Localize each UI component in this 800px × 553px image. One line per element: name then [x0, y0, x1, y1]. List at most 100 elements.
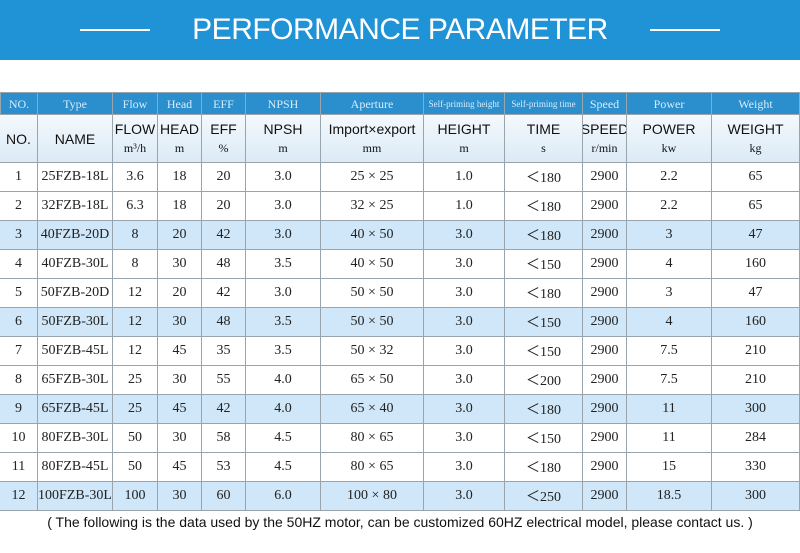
cell: 80FZB-30L — [38, 424, 113, 453]
cell: 30 — [158, 308, 202, 337]
header-cell: SPEED r/min — [583, 115, 627, 163]
cell: 50FZB-20D — [38, 279, 113, 308]
cell: 7.5 — [627, 366, 712, 395]
cell: 2 — [0, 192, 38, 221]
cell: 65FZB-30L — [38, 366, 113, 395]
header-top-cell: EFF — [202, 92, 246, 115]
cell: 12 — [113, 279, 158, 308]
cell: 2900 — [583, 221, 627, 250]
cell: 65 — [712, 163, 800, 192]
cell: 55 — [202, 366, 246, 395]
cell: 210 — [712, 366, 800, 395]
header-top-cell: Self-priming time — [505, 92, 583, 115]
header-top-cell: Aperture — [321, 92, 424, 115]
cell: 60 — [202, 482, 246, 511]
cell: ＜150 — [505, 337, 583, 366]
cell: 45 — [158, 337, 202, 366]
title: PERFORMANCE PARAMETER — [192, 13, 608, 46]
cell: 3.0 — [246, 221, 321, 250]
cell: 11 — [627, 424, 712, 453]
cell: 48 — [202, 250, 246, 279]
header-top-cell: Speed — [583, 92, 627, 115]
cell: 80 × 65 — [321, 424, 424, 453]
cell: 2900 — [583, 453, 627, 482]
cell: ＜200 — [505, 366, 583, 395]
header-cell: NPSH m — [246, 115, 321, 163]
header-name: NO. — [6, 130, 31, 147]
cell: 50 — [113, 453, 158, 482]
cell: 4.0 — [246, 366, 321, 395]
cell: 50 × 32 — [321, 337, 424, 366]
cell: 3.5 — [246, 337, 321, 366]
cell: 6 — [0, 308, 38, 337]
cell: 300 — [712, 482, 800, 511]
cell: 3.0 — [424, 279, 505, 308]
cell: 2900 — [583, 163, 627, 192]
cell: 3.0 — [424, 337, 505, 366]
cell: 3 — [627, 279, 712, 308]
header-name: FLOW — [114, 121, 156, 137]
cell: 45 — [158, 395, 202, 424]
cell: 2900 — [583, 250, 627, 279]
cell: 25FZB-18L — [38, 163, 113, 192]
header-unit: kg — [749, 141, 762, 155]
cell: 20 — [158, 279, 202, 308]
cell: 50 × 50 — [321, 279, 424, 308]
cell: 2900 — [583, 308, 627, 337]
header-top-cell: Power — [627, 92, 712, 115]
cell: 3.0 — [424, 395, 505, 424]
cell: 2900 — [583, 482, 627, 511]
cell: 15 — [627, 453, 712, 482]
cell: 3 — [627, 221, 712, 250]
cell: 11 — [0, 453, 38, 482]
cell: 50FZB-45L — [38, 337, 113, 366]
cell: 2900 — [583, 395, 627, 424]
rule — [650, 29, 720, 31]
header-top-cell: NO. — [0, 92, 38, 115]
cell: 80FZB-45L — [38, 453, 113, 482]
cell: 18 — [158, 163, 202, 192]
header-top-cell: Head — [158, 92, 202, 115]
cell: 47 — [712, 279, 800, 308]
cell: 30 — [158, 366, 202, 395]
header-top-cell: Weight — [712, 92, 800, 115]
cell: 32FZB-18L — [38, 192, 113, 221]
header-cell: HEIGHT m — [424, 115, 505, 163]
cell: 284 — [712, 424, 800, 453]
cell: 3.0 — [424, 453, 505, 482]
cell: 50 — [113, 424, 158, 453]
cell: 3.0 — [246, 279, 321, 308]
cell: 1.0 — [424, 192, 505, 221]
footer-note: ( The following is the data used by the … — [47, 514, 753, 530]
cell: 2900 — [583, 279, 627, 308]
cell: 65 × 50 — [321, 366, 424, 395]
cell: 50 × 50 — [321, 308, 424, 337]
cell: 48 — [202, 308, 246, 337]
header-name: EFF — [210, 121, 237, 137]
cell: 3.5 — [246, 250, 321, 279]
cell: 35 — [202, 337, 246, 366]
cell: 25 × 25 — [321, 163, 424, 192]
cell: 40FZB-30L — [38, 250, 113, 279]
cell: 50FZB-30L — [38, 308, 113, 337]
cell: 8 — [113, 250, 158, 279]
cell: 3 — [0, 221, 38, 250]
cell: 330 — [712, 453, 800, 482]
cell: 47 — [712, 221, 800, 250]
cell: 6.3 — [113, 192, 158, 221]
header-name: TIME — [526, 121, 561, 137]
cell: 3.0 — [246, 192, 321, 221]
cell: 40 × 50 — [321, 221, 424, 250]
cell: 8 — [113, 221, 158, 250]
header-name: SPEED — [583, 121, 627, 137]
cell: 2900 — [583, 424, 627, 453]
header-cell: TIME s — [505, 115, 583, 163]
header-cell: WEIGHT kg — [712, 115, 800, 163]
cell: 4 — [627, 308, 712, 337]
cell: 3.0 — [424, 308, 505, 337]
header-unit: m³/h — [123, 141, 147, 155]
cell: 12 — [0, 482, 38, 511]
header-cell: EFF% — [202, 115, 246, 163]
cell: 18.5 — [627, 482, 712, 511]
cell: 80 × 65 — [321, 453, 424, 482]
